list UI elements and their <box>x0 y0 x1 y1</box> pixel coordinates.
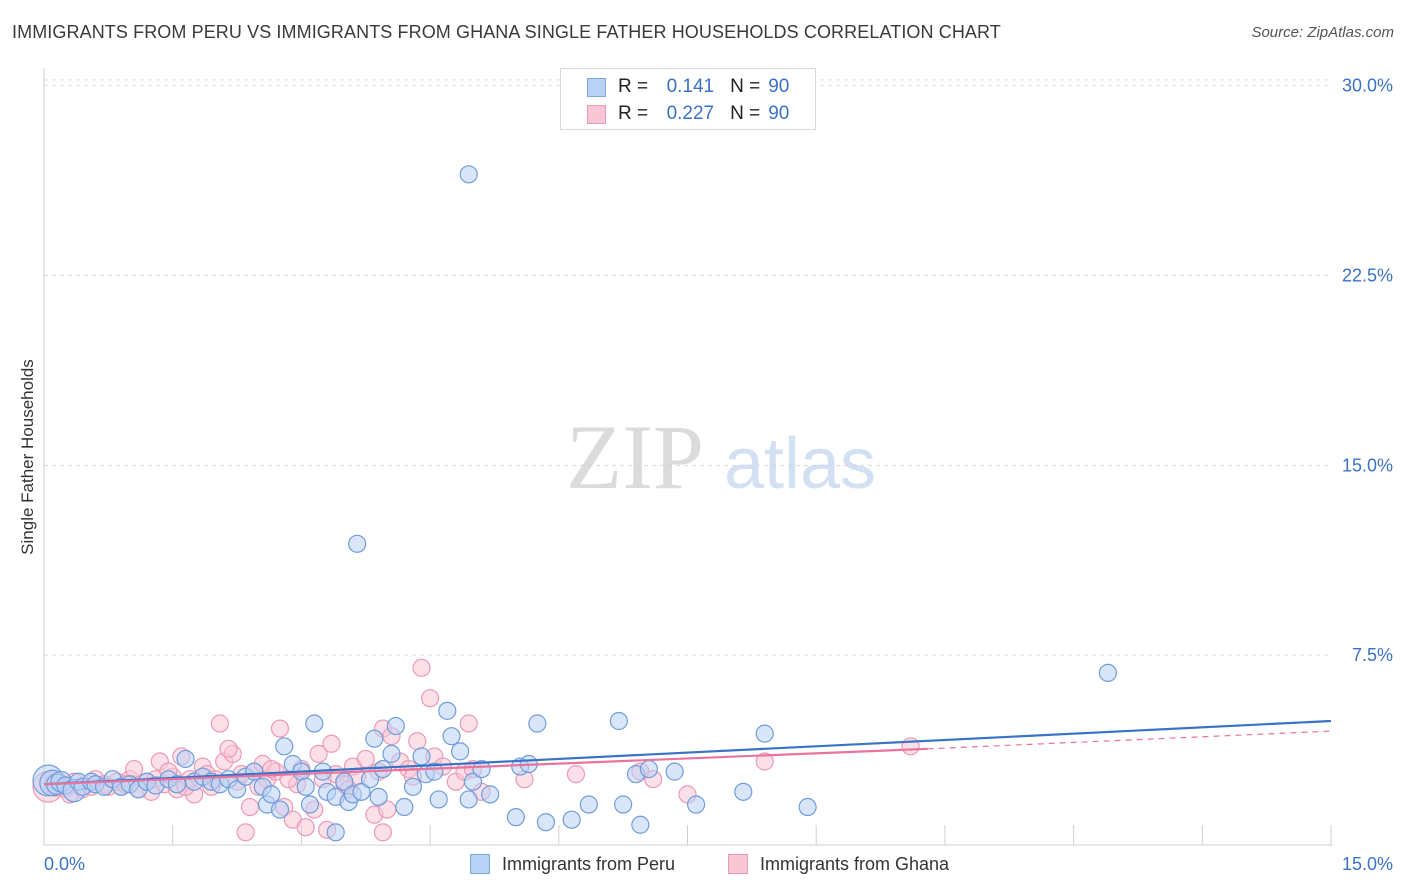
peru-point <box>262 785 281 804</box>
peru-point <box>296 777 315 796</box>
peru-point <box>609 711 628 731</box>
peru-point <box>395 797 414 817</box>
ghana-legend-label: Immigrants from Ghana <box>760 853 950 874</box>
peru-point <box>459 790 478 809</box>
ghana-swatch <box>587 104 606 124</box>
n-label: N = <box>730 103 761 124</box>
peru-point <box>614 795 633 814</box>
n-value: 90 <box>768 103 790 124</box>
watermark-zip: ZIP <box>566 406 704 508</box>
peru-point <box>300 795 320 814</box>
x-tick-label: 15.0% <box>1342 854 1393 874</box>
ghana-series <box>32 658 920 842</box>
peru-point <box>438 701 457 720</box>
peru-point <box>665 762 684 781</box>
peru-point <box>528 714 547 733</box>
n-label: N = <box>730 76 761 97</box>
ghana-point <box>373 823 393 842</box>
ghana-point <box>356 749 375 769</box>
axes <box>43 68 1332 846</box>
y-tick-label: 30.0% <box>1342 76 1393 96</box>
ghana-point <box>755 752 774 771</box>
peru-point <box>463 772 483 791</box>
peru-point <box>326 823 345 842</box>
peru-point <box>481 785 500 804</box>
peru-point <box>442 727 461 746</box>
ghana-trend-extension <box>927 730 1332 750</box>
ghana-point <box>240 797 260 817</box>
peru-swatch <box>587 77 606 97</box>
peru-point <box>459 165 478 184</box>
watermark-atlas: atlas <box>724 424 876 504</box>
ghana-point <box>309 744 328 763</box>
peru-point <box>451 742 470 761</box>
peru-point <box>386 716 405 736</box>
peru-legend-swatch <box>470 854 490 874</box>
peru-point <box>1098 663 1118 682</box>
ghana-point <box>412 658 431 677</box>
ghana-point <box>566 765 586 784</box>
peru-point <box>227 780 247 799</box>
peru-point <box>403 777 423 796</box>
peru-point <box>382 744 401 763</box>
peru-point <box>352 782 371 801</box>
r-label: R = <box>618 103 649 124</box>
y-tick-label: 15.0% <box>1342 455 1393 475</box>
peru-point <box>275 737 294 756</box>
r-value: 0.227 <box>666 103 715 124</box>
r-value: 0.141 <box>666 76 715 97</box>
peru-point <box>536 813 556 832</box>
ghana-point <box>236 823 255 842</box>
x-tick-label: 0.0% <box>44 854 85 874</box>
peru-trend-line <box>43 719 1332 786</box>
peru-point <box>365 729 384 748</box>
n-value: 90 <box>768 76 790 97</box>
peru-point <box>472 759 491 779</box>
y-tick-label: 7.5% <box>1352 645 1393 665</box>
peru-point <box>579 795 598 814</box>
ghana-point <box>219 739 238 758</box>
ghana-point <box>124 759 144 779</box>
watermark: ZIP atlas <box>566 406 876 508</box>
peru-point <box>562 810 581 829</box>
r-label: R = <box>618 76 649 97</box>
tick-labels: 7.5% 15.0% 22.5% 30.0% 0.0% 15.0% <box>44 76 1393 874</box>
legend-row-peru: R = 0.141 N = 90 <box>587 75 789 99</box>
ghana-point <box>421 689 440 708</box>
correlation-legend: R = 0.141 N = 90 R = 0.227 N = 90 <box>560 68 816 130</box>
ghana-point <box>408 732 427 751</box>
peru-point <box>506 808 526 827</box>
peru-point <box>348 534 367 553</box>
ghana-trend-line <box>43 747 928 786</box>
peru-point <box>734 782 753 801</box>
peru-point <box>631 815 650 834</box>
ghana-point <box>459 714 478 733</box>
peru-point <box>412 747 431 766</box>
ghana-point <box>270 719 290 738</box>
peru-legend-label: Immigrants from Peru <box>502 853 676 874</box>
peru-point <box>639 759 658 779</box>
peru-point <box>755 724 774 743</box>
y-tick-label: 22.5% <box>1342 266 1393 286</box>
source-credit: Source: ZipAtlas.com <box>1251 24 1394 41</box>
peru-point <box>373 759 393 779</box>
peru-point <box>245 762 264 781</box>
peru-point <box>429 790 448 809</box>
peru-point <box>176 749 195 769</box>
chart-title: IMMIGRANTS FROM PERU VS IMMIGRANTS FROM … <box>12 22 1001 42</box>
legend-item-ghana: Immigrants from Ghana <box>728 851 949 877</box>
peru-point <box>798 797 817 817</box>
ghana-point <box>296 818 315 837</box>
peru-point <box>270 800 290 819</box>
peru-point <box>305 714 324 733</box>
ghana-legend-swatch <box>728 854 748 874</box>
legend-item-peru: Immigrants from Peru <box>470 851 675 877</box>
ghana-point <box>322 734 341 753</box>
ghana-point <box>210 714 229 733</box>
legend-row-ghana: R = 0.227 N = 90 <box>587 102 789 126</box>
peru-point <box>686 795 706 814</box>
trend-lines <box>43 719 1332 786</box>
peru-point <box>369 787 388 807</box>
